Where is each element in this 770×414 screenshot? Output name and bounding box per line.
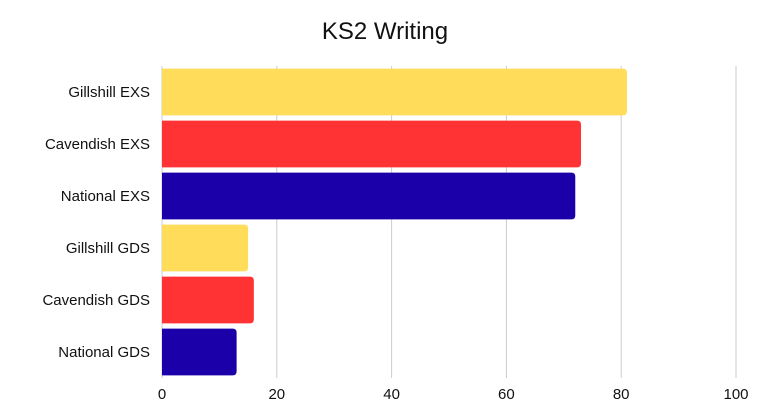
x-tick-label: 0 — [158, 386, 166, 403]
category-label: Gillshill EXS — [68, 84, 150, 101]
bar — [162, 224, 249, 272]
bar — [162, 68, 627, 116]
category-label: National EXS — [61, 188, 150, 205]
bar — [162, 276, 254, 324]
category-label: National GDS — [58, 344, 150, 361]
bar — [162, 120, 582, 168]
x-tick-label: 20 — [268, 386, 285, 403]
bar — [162, 172, 576, 220]
bar — [162, 328, 237, 376]
chart-title: KS2 Writing — [321, 18, 449, 45]
x-tick-label: 100 — [723, 386, 748, 403]
x-tick-label: 60 — [498, 386, 515, 403]
category-label: Cavendish EXS — [45, 136, 150, 153]
x-tick-label: 80 — [613, 386, 630, 403]
category-label: Cavendish GDS — [42, 292, 150, 309]
x-tick-label: 40 — [383, 386, 400, 403]
category-label: Gillshill GDS — [66, 240, 150, 257]
